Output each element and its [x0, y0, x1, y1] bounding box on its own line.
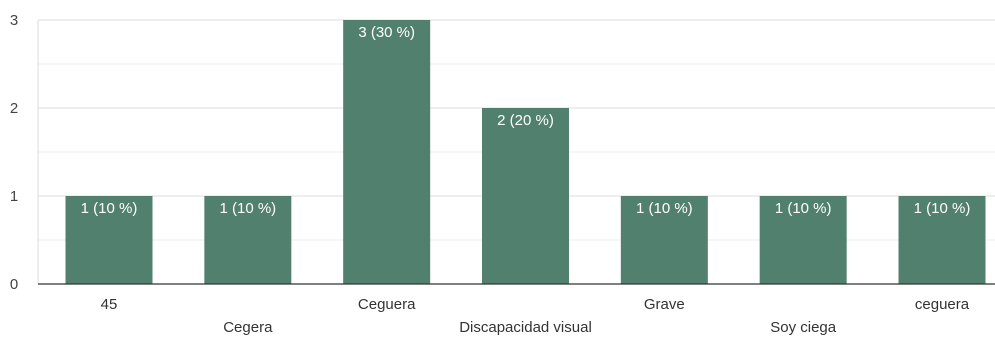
bar — [759, 196, 847, 284]
data-label: 1 (10 %) — [81, 200, 138, 217]
data-labels: 1 (10 %) 1 (10 %) 3 (30 %) 2 (20 %) 1 (10 %)… — [81, 24, 971, 217]
bar — [898, 196, 986, 284]
y-tick-label: 1 — [10, 188, 18, 205]
x-tick-label: 45 — [101, 296, 118, 313]
bar — [343, 20, 431, 284]
bar — [482, 108, 569, 284]
bars — [65, 20, 986, 284]
data-label: 1 (10 %) — [219, 200, 276, 217]
x-axis-labels: 45 Cegera Ceguera Discapacidad visual Grave S… — [101, 296, 970, 336]
x-tick-label: Cegera — [223, 319, 273, 336]
data-label: 2 (20 %) — [497, 112, 554, 129]
bar — [65, 196, 153, 284]
x-tick-label: Soy ciega — [770, 319, 837, 336]
y-tick-label: 2 — [10, 100, 18, 117]
bar — [620, 196, 708, 284]
data-label: 1 (10 %) — [914, 200, 971, 217]
x-tick-label: ceguera — [915, 296, 970, 313]
data-label: 3 (30 %) — [358, 24, 415, 41]
x-tick-label: Ceguera — [358, 296, 416, 313]
y-axis-ticks: 0 1 2 3 — [10, 12, 18, 293]
data-label: 1 (10 %) — [775, 200, 832, 217]
bar — [204, 196, 292, 284]
y-tick-label: 3 — [10, 12, 18, 29]
y-tick-label: 0 — [10, 276, 18, 293]
x-tick-label: Discapacidad visual — [459, 319, 592, 336]
data-label: 1 (10 %) — [636, 200, 693, 217]
x-tick-label: Grave — [644, 296, 685, 313]
